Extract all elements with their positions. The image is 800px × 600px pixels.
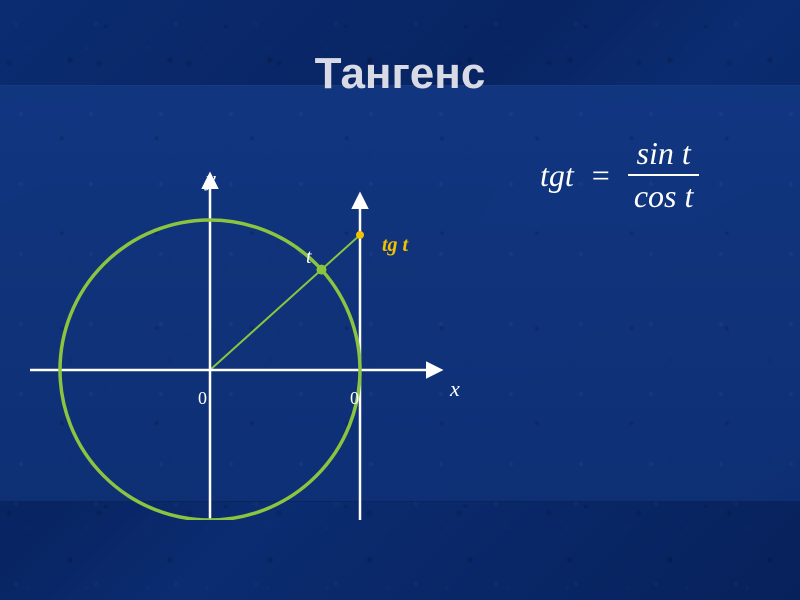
formula-tangent: tgt = sin t cos t [540,135,699,215]
unit-circle-diagram [10,80,450,520]
point-t [316,265,326,275]
label-t: t [306,246,312,269]
label-y-axis: y [206,166,216,192]
formula-numerator: sin t [628,135,700,174]
formula-fraction: sin t cos t [628,135,700,215]
formula-eq: = [592,157,610,194]
label-origin-zero: 0 [198,388,207,409]
label-tangent-zero: 0 [350,388,359,409]
formula-denominator: cos t [628,174,700,215]
label-x-axis: x [450,376,460,402]
formula-lhs: tgt [540,157,574,194]
angle-ray [210,235,360,370]
label-tg-t: tg t [382,234,408,257]
point-tg-t [356,231,364,239]
